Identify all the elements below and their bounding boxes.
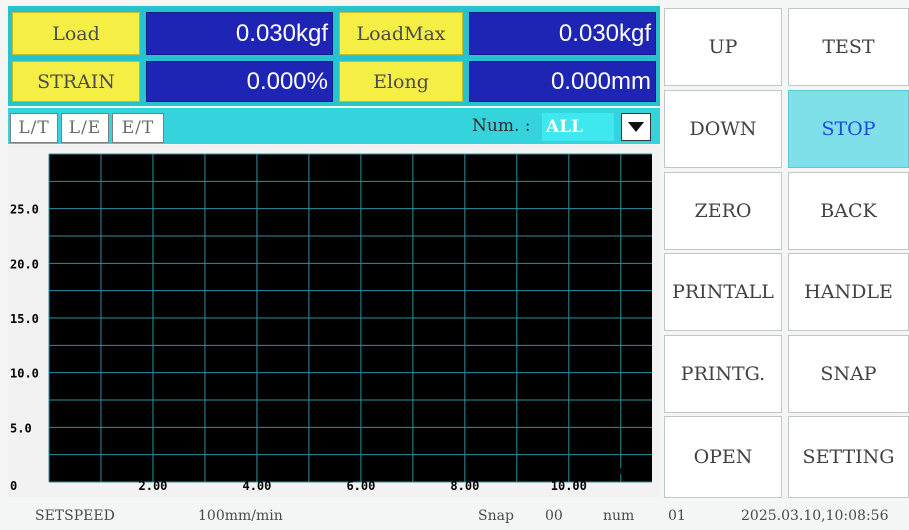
down-button[interactable]: DOWN	[664, 90, 782, 168]
up-button[interactable]: UP	[664, 8, 782, 86]
elong-value: 0.000mm	[469, 61, 656, 102]
num-count-label: num	[603, 508, 635, 524]
num-select[interactable]: ALL	[542, 113, 614, 141]
snap-value: 00	[545, 508, 563, 524]
x-tick-label: 6.00	[346, 479, 375, 493]
zero-button[interactable]: ZERO	[664, 172, 782, 250]
y-tick-label: 25.0	[10, 203, 39, 217]
test-button[interactable]: TEST	[788, 8, 909, 86]
chart: 25.0 20.0 15.0 10.0 5.0 0 2.00 4.00 6.00 8.00 10.0…	[10, 153, 652, 493]
y-tick-label: 0	[10, 479, 17, 493]
y-axis-unit: kgf	[53, 155, 69, 165]
y-tick-label: 15.0	[10, 312, 39, 326]
load-value: 0.030kgf	[146, 12, 333, 55]
setspeed-value: 100mm/min	[198, 508, 283, 524]
x-axis-unit: (mm)	[618, 467, 640, 477]
dropdown-button[interactable]	[621, 113, 651, 141]
printg-button[interactable]: PRINTG.	[664, 335, 782, 413]
x-tick-label: 10.00	[551, 479, 587, 493]
y-tick-label: 5.0	[10, 421, 32, 435]
strain-value: 0.000%	[146, 61, 333, 102]
x-tick-label: 4.00	[242, 479, 271, 493]
load-label: Load	[12, 12, 140, 55]
printall-button[interactable]: PRINTALL	[664, 253, 782, 331]
handle-button[interactable]: HANDLE	[788, 253, 909, 331]
tab-load-elong[interactable]: L/E	[61, 113, 109, 143]
x-tick-label: 2.00	[139, 479, 168, 493]
loadmax-label: LoadMax	[339, 12, 463, 55]
num-label: Num. :	[472, 116, 531, 136]
control-buttons: UP TEST DOWN STOP ZERO BACK PRINTALL HANDLE PRIN…	[664, 8, 909, 498]
y-tick-label: 10.0	[10, 367, 39, 381]
y-tick-label: 20.0	[10, 257, 39, 271]
x-tick-label: 8.00	[450, 479, 479, 493]
elong-label: Elong	[339, 61, 463, 102]
stop-button[interactable]: STOP	[788, 90, 909, 168]
num-count-value: 01	[668, 508, 686, 524]
tab-load-time[interactable]: L/T	[10, 113, 58, 143]
triangle-down-icon	[628, 122, 644, 132]
open-button[interactable]: OPEN	[664, 416, 782, 498]
loadmax-value: 0.030kgf	[469, 12, 656, 55]
snap-button[interactable]: SNAP	[788, 335, 909, 413]
tab-elong-time[interactable]: E/T	[112, 113, 164, 143]
snap-label: Snap	[478, 508, 514, 524]
setspeed-label: SETSPEED	[35, 508, 115, 524]
back-button[interactable]: BACK	[788, 172, 909, 250]
chart-panel: 25.0 20.0 15.0 10.0 5.0 0 2.00 4.00 6.00 8.00 10.0…	[8, 145, 660, 497]
setting-button[interactable]: SETTING	[788, 416, 909, 498]
strain-label: STRAIN	[12, 61, 140, 102]
datetime: 2025.03.10,10:08:56	[741, 508, 889, 524]
